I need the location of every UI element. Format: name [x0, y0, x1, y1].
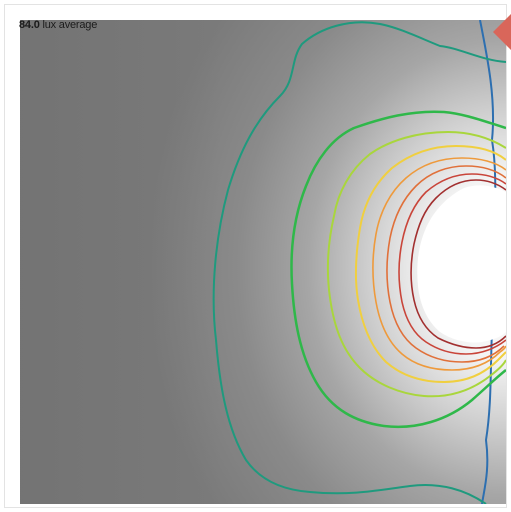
triangle-left-shape: [493, 14, 511, 50]
average-lux-label: lux average: [42, 19, 98, 31]
average-lux-readout: 84.0 lux average: [19, 19, 97, 31]
contour-yellow: [354, 145, 506, 383]
previous-arrow-button[interactable]: [493, 14, 511, 50]
contour-darkorange: [386, 165, 506, 363]
contour-teal: [212, 21, 506, 504]
triangle-left-icon: [493, 14, 511, 50]
contour-orange: [372, 157, 506, 371]
contour-red: [398, 173, 506, 355]
contour-green: [290, 110, 506, 429]
contour-lightgreen: [326, 131, 506, 398]
illuminance-heatmap[interactable]: [20, 20, 506, 504]
contour-darkred: [410, 179, 506, 349]
heatmap-shade: [20, 20, 220, 504]
illuminance-canvas: [20, 20, 506, 504]
average-lux-value: 84.0: [19, 19, 40, 31]
light-source-hotspot: [417, 185, 506, 343]
